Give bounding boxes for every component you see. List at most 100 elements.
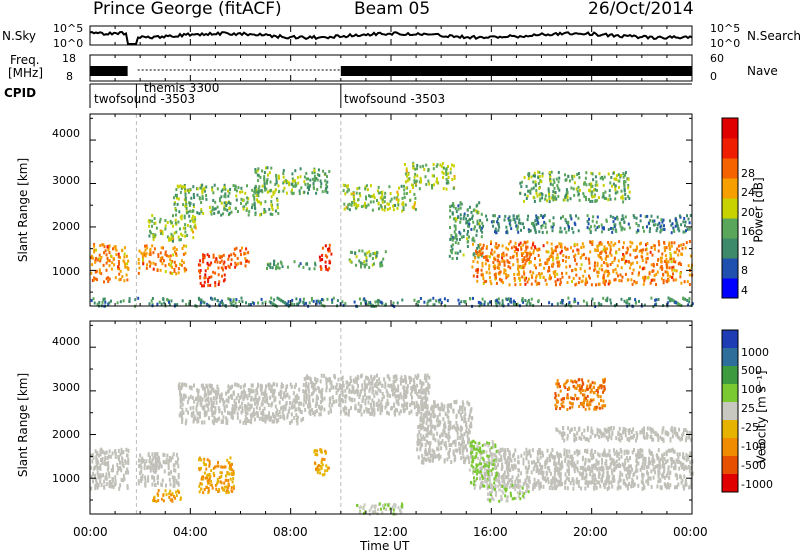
power-cell [164,264,167,268]
power-cell [429,298,432,302]
power-cell [639,219,642,223]
power-cell [652,262,655,266]
power-cell [425,163,428,167]
ground-scatter-cell [187,410,189,415]
power-cell [277,262,279,266]
ground-scatter-cell [497,458,500,463]
ground-scatter-cell [416,376,419,380]
power-cell [91,278,94,282]
power-cell [235,189,238,193]
power-cell [403,163,406,166]
power-cell [288,183,291,187]
ground-scatter-cell [643,466,646,471]
power-cell [521,275,524,279]
power-cell [266,263,269,267]
power-cell [361,249,364,253]
power-cell [660,228,663,232]
ground-scatter-cell [347,412,350,417]
power-cell [368,194,370,198]
ground-scatter-cell [377,403,380,408]
power-cell [220,213,223,217]
power-cell [276,296,279,300]
ground-scatter-cell [461,426,464,431]
ground-scatter-cell [125,470,127,475]
power-cell [482,243,485,247]
ground-scatter-cell [201,406,204,410]
power-cell [671,266,674,270]
ground-scatter-cell [356,392,359,397]
ground-scatter-cell [416,383,419,388]
ground-scatter-cell [612,448,615,453]
power-cell [214,284,217,288]
power-cell [535,274,538,278]
power-cell [665,265,668,269]
power-cell [680,281,683,285]
power-cell [381,190,384,194]
power-cell [598,225,600,229]
power-cell [175,230,178,234]
power-cell [614,278,617,281]
power-cell [514,241,517,245]
power-cell [286,302,289,306]
power-cell [151,244,154,248]
ground-scatter-cell [281,410,284,415]
power-cell [474,256,477,260]
power-cell [462,235,465,239]
ground-scatter-cell [226,389,229,394]
power-cell [507,217,510,221]
power-cell [518,276,521,280]
ground-scatter-cell [593,481,596,486]
power-cell [148,234,151,238]
power-cell [585,198,588,202]
ground-scatter-cell [424,392,427,397]
ground-scatter-cell [515,483,517,488]
power-cell [200,186,203,190]
power-cell [475,229,478,233]
power-cell [539,199,542,203]
power-cell [353,300,356,304]
power-cell [512,214,515,218]
ground-scatter-cell [505,475,507,480]
ground-scatter-cell [465,425,468,430]
power-cell [669,255,672,259]
ground-scatter-cell [462,437,465,442]
ground-scatter-cell [423,456,426,461]
power-cell [186,223,189,227]
ground-scatter-cell [604,480,607,485]
ground-scatter-cell [513,483,516,488]
power-cell [494,275,497,279]
power-cell [497,223,500,227]
power-cell [584,283,587,286]
power-cell [194,226,197,230]
power-cell [508,215,511,219]
power-cell [642,282,645,286]
ground-scatter-cell [127,448,130,453]
power-cell [241,246,243,250]
power-cell [95,248,98,252]
power-cell [183,269,186,273]
ground-scatter-cell [373,393,376,398]
ground-scatter-cell [214,417,217,422]
ground-scatter-cell [380,399,383,404]
power-cell [542,275,545,279]
power-cell [212,255,215,259]
ground-scatter-cell [172,484,175,488]
power-cell [105,261,108,265]
power-cell [626,246,629,250]
ground-scatter-cell [237,393,240,398]
ground-scatter-cell [264,388,267,393]
power-cell [602,192,605,196]
ground-scatter-cell [258,406,261,411]
ground-scatter-cell [677,455,680,460]
ground-scatter-cell [239,395,242,400]
ground-scatter-cell [362,395,365,400]
power-cell [188,209,191,213]
power-cell [673,250,676,254]
ground-scatter-cell [432,433,435,438]
power-cell [185,244,188,248]
power-cell [678,214,681,218]
ground-scatter-cell [515,476,518,481]
power-cell [392,204,395,208]
power-cell [201,195,204,198]
power-cell [469,297,472,301]
